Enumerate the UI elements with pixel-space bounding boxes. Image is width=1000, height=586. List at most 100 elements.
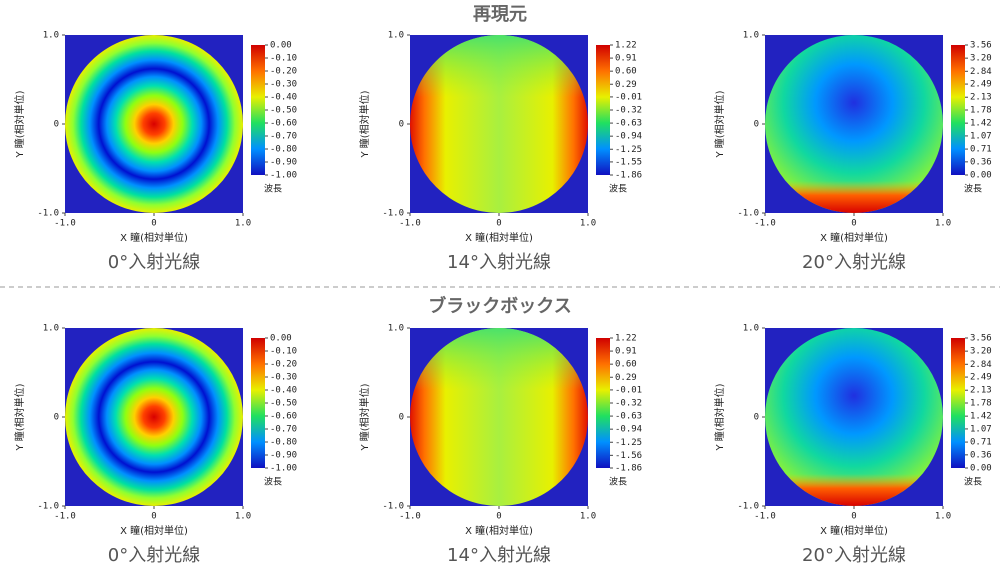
colorbar-tick-label: 1.22 [615,41,637,51]
colorbar-tick-label: -1.25 [615,438,642,448]
colorbar-tick-label: 3.56 [970,41,992,51]
colorbar [251,45,265,175]
colorbar-label: 波長 [964,476,982,488]
y-tick-label: 1.0 [743,31,759,41]
x-tick-label: -1.0 [399,512,421,522]
colorbar-tick-label: 0.71 [970,438,992,448]
colorbar-tick-label: 0.00 [270,41,292,51]
colorbar-tick-label: 1.42 [970,412,992,422]
colorbar-tick-label: 2.49 [970,373,992,383]
colorbar-tick-label: 0.71 [970,145,992,155]
colorbar-tick-label: 2.49 [970,80,992,90]
colorbar-tick-label: -1.00 [270,464,297,474]
x-tick-label: -1.0 [399,219,421,229]
x-tick-label: 1.0 [935,219,951,229]
y-tick-label: -1.0 [37,502,59,512]
x-tick-label: 0 [151,219,156,229]
colorbar-tick-label: 1.42 [970,119,992,129]
colorbar-tick-label: 2.84 [970,67,992,77]
colorbar-tick-label: 2.13 [970,386,992,396]
colorbar-tick-label: -1.86 [615,171,642,181]
colorbar-tick-label: 0.00 [970,171,992,181]
colorbar-tick-label: -0.20 [270,360,297,370]
colorbar-tick-label: 0.36 [970,450,992,460]
colorbar-label: 波長 [609,183,627,195]
colorbar-tick-label: -0.32 [615,106,642,116]
colorbar-label: 波長 [964,183,982,195]
colorbar-tick-label: -0.60 [270,119,297,129]
wavefront-map [65,328,243,506]
y-axis-label: Y 瞳(相対単位) [358,90,371,158]
colorbar-tick-label: 0.60 [615,360,637,370]
y-tick-label: 1.0 [43,324,59,334]
wavefront-map [410,35,588,213]
x-tick-label: 0 [496,219,501,229]
y-axis-label: Y 瞳(相対単位) [358,383,371,451]
colorbar-tick-label: -0.90 [270,158,297,168]
caption: 20°入射光線 [802,252,906,273]
colorbar-label: 波長 [264,183,282,195]
y-axis-label: Y 瞳(相対単位) [13,90,26,158]
colorbar-label: 波長 [264,476,282,488]
colorbar [951,338,965,468]
y-tick-label: 0 [54,413,59,423]
x-tick-label: 1.0 [235,219,251,229]
x-tick-label: -1.0 [54,512,76,522]
colorbar-tick-label: 2.13 [970,93,992,103]
x-tick-label: -1.0 [754,512,776,522]
colorbar [951,45,965,175]
wavefront-map [65,35,243,213]
colorbar-tick-label: -0.32 [615,399,642,409]
colorbar-tick-label: 1.22 [615,334,637,344]
x-axis-label: X 瞳(相対単位) [820,524,888,537]
colorbar-tick-label: 3.20 [970,54,992,64]
caption: 0°入射光線 [108,545,200,566]
x-axis-label: X 瞳(相対単位) [120,231,188,244]
colorbar-tick-label: -0.80 [270,145,297,155]
y-tick-label: -1.0 [382,209,404,219]
section-title: 再現元 [473,4,527,25]
caption: 0°入射光線 [108,252,200,273]
colorbar [251,338,265,468]
colorbar-tick-label: 1.78 [970,399,992,409]
section-title: ブラックボックス [428,295,571,317]
x-tick-label: 1.0 [935,512,951,522]
x-tick-label: 0 [496,512,501,522]
y-axis-label: Y 瞳(相対単位) [713,90,726,158]
colorbar-tick-label: 0.36 [970,157,992,167]
y-tick-label: 1.0 [388,31,404,41]
x-axis-label: X 瞳(相対単位) [820,231,888,244]
colorbar [596,338,610,468]
caption: 14°入射光線 [447,545,551,566]
colorbar-tick-label: -1.55 [615,157,642,167]
colorbar-tick-label: -0.94 [615,425,642,435]
y-tick-label: 1.0 [43,31,59,41]
x-tick-label: 1.0 [580,219,596,229]
colorbar-tick-label: 3.20 [970,347,992,357]
y-tick-label: 0 [54,120,59,130]
colorbar-tick-label: 0.91 [615,347,637,357]
x-axis-label: X 瞳(相対単位) [120,524,188,537]
colorbar-tick-label: 0.00 [970,464,992,474]
colorbar-tick-label: 1.07 [970,424,992,434]
colorbar-tick-label: -0.40 [270,386,297,396]
x-axis-label: X 瞳(相対単位) [465,524,533,537]
y-tick-label: 1.0 [388,324,404,334]
y-tick-label: 1.0 [743,324,759,334]
colorbar-tick-label: -0.63 [615,412,642,422]
wavefront-map [765,35,943,213]
x-tick-label: 0 [851,512,856,522]
colorbar-label: 波長 [609,476,627,488]
colorbar-tick-label: 3.56 [970,334,992,344]
x-tick-label: 0 [851,219,856,229]
x-tick-label: 0 [151,512,156,522]
x-tick-label: -1.0 [754,219,776,229]
colorbar-tick-label: 0.60 [615,67,637,77]
y-tick-label: 0 [754,413,759,423]
colorbar-tick-label: 0.29 [615,80,637,90]
wavefront-map [410,328,588,506]
colorbar-tick-label: -0.01 [615,92,642,102]
y-tick-label: -1.0 [382,502,404,512]
y-tick-label: 0 [754,120,759,130]
